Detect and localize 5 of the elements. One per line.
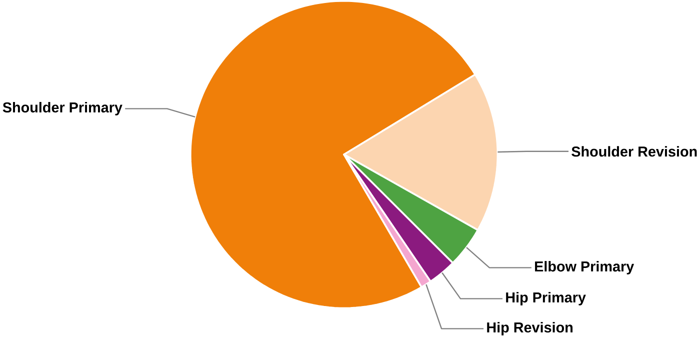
slice-label: Elbow Primary [535, 261, 634, 275]
slice-label: Hip Revision [487, 322, 573, 336]
slice-label: Shoulder Revision [572, 146, 697, 157]
slice-label: Shoulder Primary [2, 102, 122, 116]
slice-label: Hip Primary [506, 292, 586, 306]
